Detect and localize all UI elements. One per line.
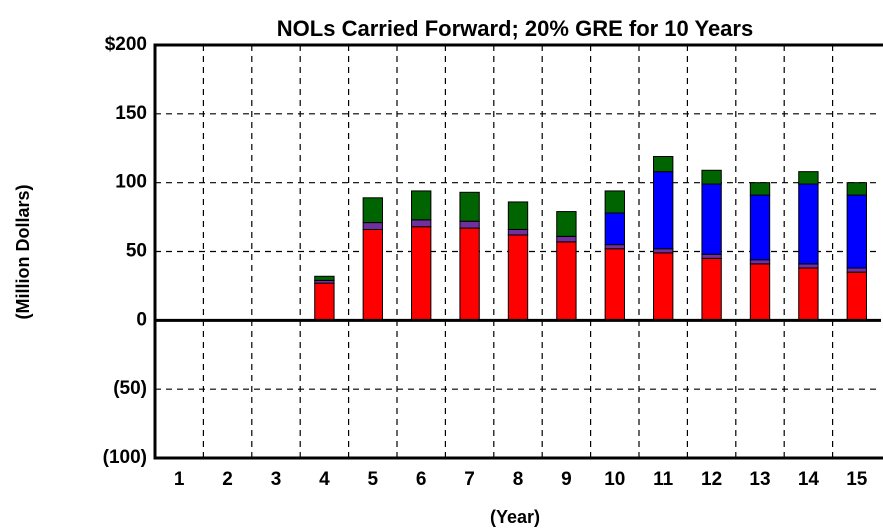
bar-segment (362, 222, 383, 230)
bar-segment (411, 219, 432, 228)
x-tick-label: 4 (319, 469, 330, 490)
bar-segment (653, 156, 674, 173)
x-tick-label: 6 (416, 469, 427, 490)
y-tick-label: (50) (113, 378, 147, 399)
bar-segment (701, 169, 722, 185)
x-tick-label: 8 (513, 469, 524, 490)
bar-segment (362, 197, 383, 224)
bar-segment (653, 252, 674, 321)
bar-segment (604, 248, 625, 321)
y-tick-label: 50 (126, 241, 147, 262)
bar-segment (749, 194, 771, 261)
bar-segment (749, 259, 771, 265)
x-tick-label: 12 (701, 469, 722, 490)
bar-segment (798, 263, 819, 269)
bar-segment (556, 241, 577, 321)
x-tick-label: 5 (368, 469, 379, 490)
bar-segment (556, 235, 577, 243)
x-axis-label: (Year) (490, 507, 540, 527)
y-tick-label: 150 (115, 103, 147, 124)
chart-title: NOLs Carried Forward; 20% GRE for 10 Yea… (277, 16, 753, 41)
bar-segment (411, 226, 432, 321)
bar-segment (846, 267, 867, 273)
x-tick-label: 15 (846, 469, 868, 490)
bar-segment (701, 257, 722, 321)
bar-segment (411, 190, 432, 221)
bar-segment (749, 182, 771, 196)
bar-segment (507, 228, 529, 236)
x-tick-label: 1 (174, 469, 185, 490)
y-tick-label: $200 (105, 34, 147, 55)
x-tick-label: 2 (222, 469, 233, 490)
bar-segment (459, 220, 480, 229)
bar-segment (314, 282, 335, 321)
x-tick-label: 14 (798, 469, 820, 490)
bar-segment (798, 171, 819, 185)
bar-segment (798, 267, 819, 321)
y-tick-label: 0 (136, 309, 147, 330)
bar-segment (604, 190, 625, 214)
bar-segment (653, 248, 674, 254)
x-tick-label: 11 (653, 469, 674, 490)
plot-frame (153, 43, 883, 460)
bar-segment (701, 183, 722, 255)
bar-segment (749, 263, 771, 321)
bar-segment (846, 194, 867, 269)
bar-segment (362, 228, 383, 321)
bar-segment (556, 211, 577, 237)
bar-segment (507, 234, 529, 321)
x-tick-label: 9 (561, 469, 572, 490)
bar-segment (846, 271, 867, 321)
x-tick-label: 10 (604, 469, 625, 490)
bar-segment (701, 253, 722, 259)
x-tick-label: 7 (464, 469, 475, 490)
bar-segment (604, 244, 625, 250)
y-tick-label: (100) (103, 447, 147, 468)
bar-segment (314, 275, 335, 281)
x-tick-label: 3 (271, 469, 282, 490)
bar-segment (798, 183, 819, 265)
x-tick-label: 13 (749, 469, 770, 490)
bar-segment (846, 182, 867, 196)
bar-segment (459, 191, 480, 222)
y-tick-label: 100 (115, 172, 147, 193)
bar-segment (604, 212, 625, 246)
bar-segment (459, 227, 480, 321)
bar-segment (653, 171, 674, 250)
bar-segment (507, 201, 529, 230)
y-axis-label: (Million Dollars) (13, 184, 33, 319)
